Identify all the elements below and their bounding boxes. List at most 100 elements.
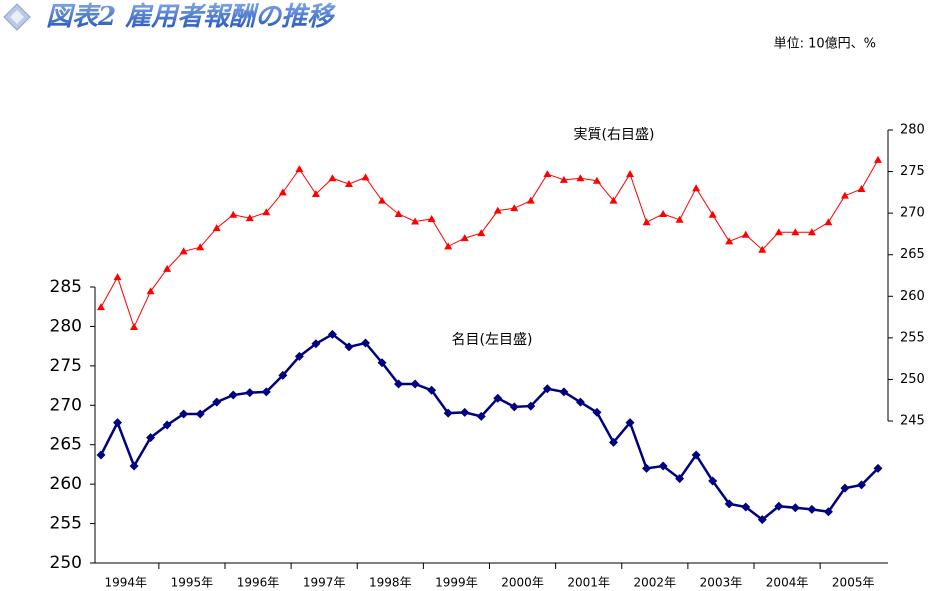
title-icon [3, 3, 31, 31]
data-point [642, 463, 652, 473]
data-point [212, 224, 221, 232]
x-tick-label: 2004年 [766, 576, 809, 590]
data-point [509, 402, 519, 412]
data-point [196, 243, 205, 251]
data-point [311, 339, 321, 349]
data-point [840, 191, 849, 199]
data-point [724, 499, 734, 509]
y-tick-label: 265 [50, 435, 82, 455]
data-point [774, 501, 784, 511]
series-label: 実質(右目盛) [574, 127, 655, 143]
data-point [857, 185, 866, 193]
data-point [741, 502, 751, 512]
data-point [130, 323, 139, 331]
data-point [675, 215, 684, 223]
x-tick-label: 1995年 [171, 576, 214, 590]
data-point [741, 230, 750, 238]
data-point [361, 338, 371, 348]
data-point [725, 237, 734, 245]
data-point [526, 196, 535, 204]
data-point [278, 188, 287, 196]
data-point [245, 388, 255, 398]
data-point [228, 390, 238, 400]
data-point [477, 229, 486, 237]
data-point [261, 387, 271, 397]
data-point [576, 174, 585, 182]
data-point [394, 379, 404, 389]
data-point [394, 209, 403, 217]
data-point [476, 411, 486, 421]
x-tick-label: 2000年 [501, 576, 544, 590]
data-point [543, 170, 552, 178]
data-point [443, 408, 453, 418]
data-point [262, 208, 271, 216]
data-point [344, 342, 354, 352]
x-tick-label: 1997年 [303, 576, 346, 590]
data-point [774, 228, 783, 236]
data-point [626, 170, 635, 178]
x-tick-label: 2005年 [832, 576, 875, 590]
y-tick-label: 275 [50, 356, 82, 376]
data-point [608, 437, 618, 447]
data-point [229, 210, 238, 218]
data-point [592, 176, 601, 184]
data-point [129, 461, 139, 471]
data-point [758, 245, 767, 253]
data-point [344, 180, 353, 188]
data-point [493, 393, 503, 403]
data-point [146, 433, 156, 443]
data-point [807, 504, 817, 514]
data-point [856, 480, 866, 490]
data-point [179, 247, 188, 255]
y2-tick-label: 270 [900, 206, 925, 221]
x-tick-label: 2002年 [634, 576, 677, 590]
data-point [212, 397, 222, 407]
data-point [328, 174, 337, 182]
data-point [823, 507, 833, 517]
data-point [675, 474, 685, 484]
data-point [807, 228, 816, 236]
data-point [691, 450, 701, 460]
data-point [444, 242, 453, 250]
data-point [824, 218, 833, 226]
data-point [659, 209, 668, 217]
x-tick-label: 2003年 [700, 576, 743, 590]
data-point [294, 351, 304, 361]
x-tick-label: 1999年 [435, 576, 478, 590]
y2-tick-label: 280 [900, 123, 925, 138]
y2-tick-label: 265 [900, 247, 925, 262]
y-tick-label: 280 [50, 316, 82, 336]
data-point [559, 387, 569, 397]
y-tick-label: 260 [50, 474, 82, 494]
data-point [791, 228, 800, 236]
data-point [757, 515, 767, 525]
data-point [708, 210, 717, 218]
y-tick-label: 250 [50, 553, 82, 573]
data-point [840, 483, 850, 493]
x-tick-label: 1994年 [105, 576, 148, 590]
chart-title: 図表2 雇用者報酬の推移 [46, 2, 336, 32]
data-point [179, 409, 189, 419]
x-tick-label: 1996年 [237, 576, 280, 590]
data-point [162, 420, 172, 430]
y-tick-label: 285 [50, 277, 82, 297]
data-point [542, 384, 552, 394]
data-point [427, 385, 437, 395]
data-point [526, 401, 536, 411]
data-point [195, 409, 205, 419]
x-tick-label: 1998年 [369, 576, 412, 590]
data-point [411, 217, 420, 225]
y2-tick-label: 255 [900, 330, 925, 345]
y2-tick-label: 275 [900, 164, 925, 179]
series-line [99, 332, 879, 522]
series-label: 名目(左目盛) [452, 332, 533, 348]
data-point [874, 155, 882, 163]
data-point [245, 214, 254, 222]
data-point [410, 379, 420, 389]
data-point [510, 204, 519, 212]
y-tick-label: 255 [50, 514, 82, 534]
data-point [327, 329, 337, 339]
data-point [146, 287, 155, 295]
data-point [609, 196, 618, 204]
